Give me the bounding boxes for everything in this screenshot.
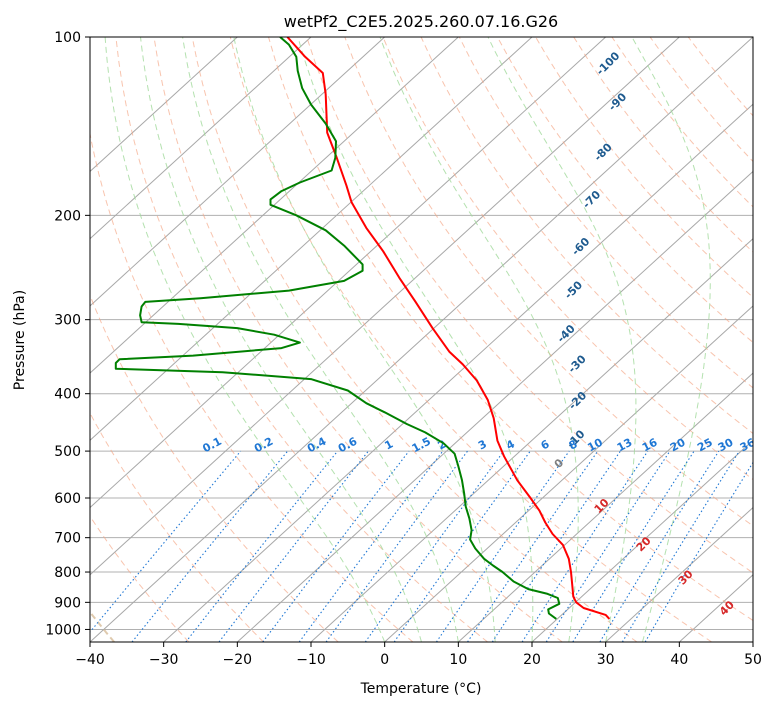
mixing-ratio-line [491,450,621,642]
y-tick-label: 500 [54,444,81,460]
moist-adiabat-line [182,37,459,642]
dry-adiabat-line [496,37,753,344]
y-tick-label: 400 [54,387,81,403]
moist-adiabat-line [104,37,386,642]
x-tick-label: 20 [523,652,541,668]
moist-adiabat-line [487,37,637,642]
x-tick-label: −30 [149,652,179,668]
dry-adiabat-line [306,37,753,574]
x-tick-label: −40 [75,652,105,668]
plot-frame [89,36,754,643]
moist-adiabat-line [140,37,422,642]
dry-adiabat-line [191,37,638,642]
isotherm-line [90,37,386,307]
x-tick-label: −20 [223,652,253,668]
dry-adiabat-line [229,37,712,642]
temperature-line [286,37,611,620]
mixing-ratio-line [298,450,444,642]
moist-adiabat-line [297,37,534,642]
y-tick-label: 700 [54,531,81,547]
mixing-ratio-line [521,450,649,642]
y-tick-label: 300 [54,313,81,329]
profile-lines [114,37,611,620]
mixing-ratio-line [545,450,671,642]
dry-adiabat-line [90,515,190,642]
isotherm-line [384,305,753,642]
isotherm-line [531,439,753,642]
mixing-ratio-label: 16 [640,436,660,455]
y-tick-label: 600 [54,491,81,507]
y-tick-label: 900 [54,595,81,611]
mixing-ratio-line [467,450,599,642]
x-axis: −40 −30 −20 −10 0 10 20 30 40 50 [75,642,762,668]
mixing-ratio-line [621,450,740,642]
isotherm-line [310,237,753,642]
dry-adiabat-line [344,37,753,527]
y-tick-label: 200 [54,208,81,224]
isotherm-line [90,37,459,374]
mixing-ratio-label: 20 [668,436,688,455]
dry-adiabat-line [90,131,414,642]
dry-adiabat-line [535,37,753,298]
mixing-ratio-label: 25 [695,436,715,455]
moist-adiabat-line [233,37,496,642]
isotherm-line [457,372,753,642]
dry-adiabat-line [268,37,753,622]
isotherm-line [90,37,533,442]
isotherm-line [90,37,753,642]
background-lines [90,37,753,642]
dry-adiabat-line [115,37,488,642]
mixing-ratio-label: 13 [615,436,635,455]
x-tick-label: 30 [597,652,615,668]
x-tick-label: 10 [449,652,467,668]
x-tick-label: 0 [380,652,389,668]
x-tick-label: 40 [670,652,688,668]
y-axis-title: Pressure (hPa) [12,290,28,390]
y-axis: 1000 900 800 700 600 500 400 300 200 100 [45,30,90,638]
mixing-ratio-line [572,450,695,642]
mixing-ratio-line [325,450,468,642]
isotherm-line [236,170,753,642]
isotherm-line [605,506,753,642]
dry-adiabat-line [90,412,264,642]
isotherm-line [90,37,680,576]
x-tick-label: −10 [296,652,326,668]
mixing-ratio-line [364,450,505,642]
moist-adiabat-line [631,37,711,642]
x-tick-label: 50 [744,652,762,668]
isotherm-line [90,37,238,173]
mixing-ratio-line [131,450,289,642]
y-tick-label: 1000 [45,622,81,638]
mixing-ratio-label: 10 [585,436,605,455]
dewpoint-line [114,37,561,620]
mixing-ratio-line [262,450,410,642]
mixing-ratio-line [185,450,339,642]
chart-title: wetPf2_C2E5.2025.260.07.16.G26 [284,12,558,32]
moist-adiabat-line [379,37,579,642]
mixing-ratio-line [90,450,242,633]
mixing-ratio-line [435,450,570,642]
y-tick-label: 100 [54,30,81,46]
mixing-ratio-label: 36 [738,436,758,455]
isotherm-line [163,103,753,642]
dry-adiabat-line [153,37,563,642]
x-axis-title: Temperature (°C) [360,681,482,697]
mixing-ratio-line [393,450,531,642]
dry-adiabat-line [382,37,753,481]
isotherm-line [90,37,312,240]
mixing-ratio-label: 30 [716,436,736,455]
isotherm-line [90,37,607,509]
y-tick-label: 800 [54,565,81,581]
